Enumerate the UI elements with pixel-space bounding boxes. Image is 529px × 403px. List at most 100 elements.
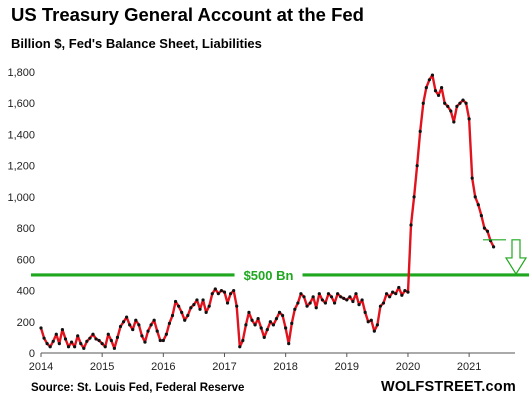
source-note: Source: St. Louis Fed, Federal Reserve (31, 382, 245, 394)
data-point (449, 109, 453, 113)
data-point (85, 339, 89, 343)
data-point (213, 287, 217, 291)
data-point (121, 320, 126, 324)
data-point (137, 323, 141, 327)
data-point (207, 304, 211, 308)
data-point (476, 203, 480, 207)
data-point (326, 292, 331, 296)
data-point (461, 98, 465, 102)
data-point (173, 299, 178, 304)
data-point (482, 226, 487, 230)
brand-logo-text: WOLFSTREET.com (381, 379, 516, 395)
data-point (183, 318, 187, 322)
data-point (57, 342, 61, 346)
data-point (143, 340, 147, 344)
data-point (195, 298, 199, 302)
data-point (366, 320, 370, 324)
data-point (69, 340, 74, 344)
data-point (54, 332, 58, 336)
reference-line-label: $500 Bn (244, 268, 294, 283)
data-point (339, 295, 343, 299)
data-point (485, 229, 490, 233)
data-point (357, 303, 361, 307)
data-point (216, 292, 220, 296)
data-point (458, 101, 462, 105)
data-point (256, 317, 260, 321)
data-point (440, 86, 444, 90)
data-point (42, 336, 46, 340)
data-point (73, 345, 77, 349)
data-point (436, 93, 441, 98)
x-tick-label: 2017 (212, 361, 236, 373)
data-point (421, 101, 425, 105)
reference-line-group: $500 Bn (31, 265, 529, 284)
data-point (470, 176, 474, 180)
data-point (100, 342, 104, 346)
data-point (48, 345, 52, 349)
data-point (152, 318, 156, 322)
data-point (424, 86, 428, 90)
data-point (262, 335, 266, 339)
data-point (479, 214, 483, 218)
data-point (155, 329, 159, 333)
x-tick-label: 2019 (335, 361, 359, 373)
data-point (79, 342, 83, 346)
data-point (106, 332, 110, 336)
data-point (293, 307, 297, 311)
data-point (125, 315, 129, 319)
data-point (378, 304, 383, 308)
data-point (348, 295, 352, 299)
data-point (464, 101, 468, 105)
data-point (277, 310, 282, 315)
data-point (427, 78, 431, 82)
data-point (103, 345, 107, 349)
data-point (167, 321, 172, 325)
data-point (384, 292, 389, 296)
data-point (265, 327, 269, 332)
data-point (415, 164, 419, 168)
data-point (336, 292, 340, 296)
data-point (115, 335, 120, 339)
data-point (244, 323, 248, 327)
data-point (140, 334, 144, 338)
x-tick-label: 2018 (273, 361, 297, 373)
data-point (63, 337, 68, 341)
data-point (204, 310, 208, 315)
data-point (222, 290, 227, 294)
data-point (467, 117, 471, 121)
data-point (473, 195, 477, 199)
y-tick-label: 400 (17, 286, 35, 298)
data-point (323, 301, 327, 305)
x-tick-label: 2016 (151, 361, 175, 373)
data-point (60, 327, 65, 332)
x-tick-label: 2015 (90, 361, 114, 373)
data-point (134, 318, 138, 322)
chart-subtitle: Billion $, Fed's Balance Sheet, Liabilit… (11, 36, 262, 51)
data-point (88, 336, 92, 340)
data-point (406, 290, 410, 294)
x-tick-label: 2020 (396, 361, 420, 373)
y-tick-label: 1,800 (7, 67, 35, 79)
series-group (39, 73, 496, 350)
data-point (430, 73, 435, 77)
data-point (381, 301, 386, 305)
y-tick-label: 600 (17, 254, 35, 266)
data-point (305, 304, 309, 308)
data-point (229, 292, 233, 296)
data-point (66, 345, 71, 349)
data-point (186, 313, 190, 318)
y-tick-label: 800 (17, 223, 35, 235)
data-point (97, 338, 101, 343)
data-point (452, 120, 456, 124)
data-point (372, 329, 376, 333)
data-point (412, 195, 416, 199)
data-point (299, 292, 303, 296)
data-point (391, 290, 395, 294)
data-point (247, 310, 251, 315)
data-point (39, 326, 43, 330)
data-point (146, 329, 150, 333)
data-point (177, 304, 181, 308)
data-point (232, 288, 236, 293)
data-point (345, 298, 349, 302)
data-point (170, 313, 175, 318)
